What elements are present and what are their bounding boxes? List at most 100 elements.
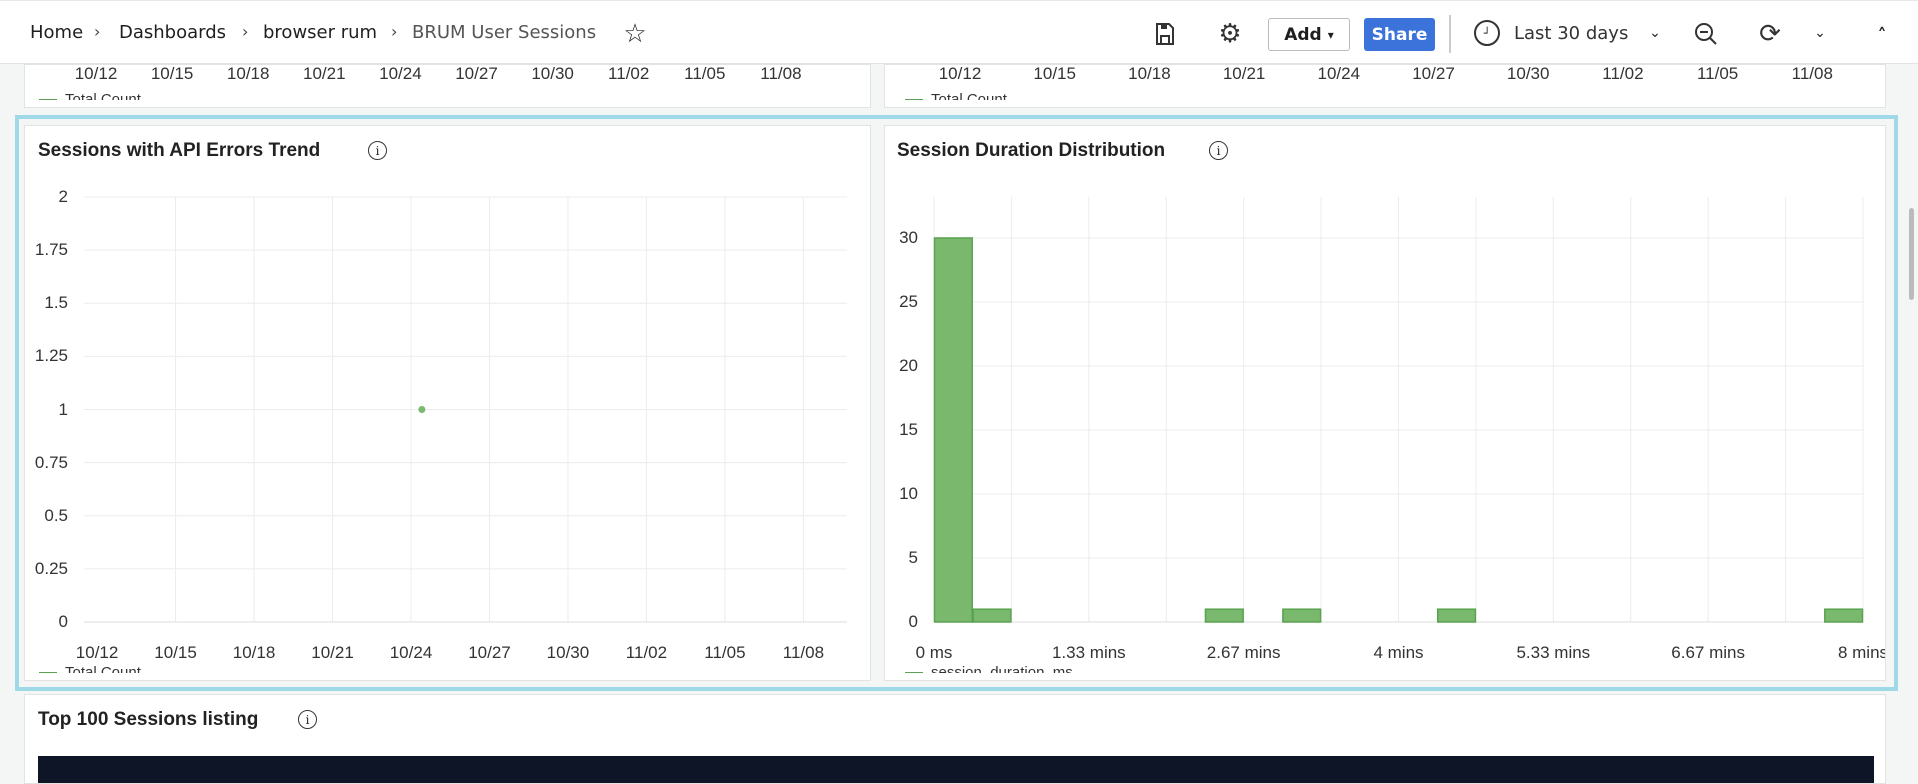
data-point (418, 406, 426, 413)
legend-item[interactable]: session_duration_ms (905, 664, 1073, 673)
y-tick-label: 15 (899, 419, 918, 439)
x-tick-label: 8 mins (1837, 643, 1886, 662)
x-tick-label: 11/08 (1791, 64, 1833, 83)
breadcrumb-dashboards[interactable]: Dashboards (119, 22, 227, 43)
x-tick-label: 11/08 (760, 64, 802, 83)
info-icon[interactable]: i (1209, 141, 1228, 160)
x-tick-label: 4 mins (1373, 643, 1424, 662)
star-icon[interactable]: ☆ (623, 19, 647, 49)
chevron-down-icon: ▾ (1327, 27, 1334, 42)
x-tick-label: 6.67 mins (1671, 643, 1746, 662)
add-button[interactable]: Add ▾ (1268, 18, 1350, 51)
x-tick-label: 10/15 (150, 64, 194, 83)
x-tick-label: 10/27 (468, 643, 511, 662)
x-tick-label: 0 ms (915, 643, 953, 662)
x-tick-label: 11/05 (684, 64, 726, 83)
y-tick-label: 1.75 (34, 240, 68, 260)
x-tick-label: 5.33 mins (1516, 643, 1591, 662)
x-tick-label: 10/21 (311, 643, 354, 662)
breadcrumb-separator: › (391, 22, 398, 41)
panel-title: Session Duration Distribution (897, 140, 1166, 161)
legend-item[interactable]: Total Count (905, 91, 1007, 100)
histogram-bar (1282, 608, 1322, 623)
x-tick-label: 10/24 (389, 643, 433, 662)
x-tick-label: 10/12 (938, 64, 982, 83)
y-tick-label: 0.25 (34, 558, 68, 578)
scrollbar[interactable] (1909, 208, 1914, 300)
x-tick-label: 10/21 (1222, 64, 1266, 83)
histogram-bar (1436, 608, 1477, 623)
x-tick-label: 2.67 mins (1206, 643, 1281, 662)
info-icon[interactable]: i (368, 141, 387, 160)
api-errors-chart (84, 196, 847, 623)
gear-icon[interactable]: ⚙ (1218, 19, 1242, 49)
panel-title: Sessions with API Errors Trend (38, 140, 321, 161)
y-tick-label: 0 (58, 612, 68, 631)
refresh-icon[interactable]: ⟳ (1759, 19, 1781, 49)
top-bar: Home › Dashboards › browser rum › BRUM U… (0, 0, 1918, 64)
x-tick-label: 11/02 (608, 64, 650, 83)
histogram-bar (1204, 608, 1244, 623)
panel-top-right: 10/12 10/15 10/18 10/21 10/24 10/27 10/30 11/02… (884, 64, 1886, 108)
breadcrumb-separator: › (242, 22, 249, 41)
breadcrumb-browser-rum[interactable]: browser rum (263, 22, 378, 43)
panel-session-duration: Session Duration Distribution i 0 5 10 15 20… (884, 125, 1886, 681)
x-tick-label: 10/30 (546, 643, 590, 662)
clock-icon[interactable]: ┘ (1474, 20, 1500, 46)
panel-top-left: 10/12 10/15 10/18 10/21 10/24 10/27 10/30 11/02… (24, 64, 871, 108)
y-tick-label: 5 (908, 547, 918, 567)
save-icon[interactable] (1152, 20, 1178, 48)
share-button[interactable]: Share (1364, 18, 1435, 51)
time-range-picker[interactable]: Last 30 days (1514, 23, 1629, 44)
add-label: Add (1284, 24, 1322, 45)
x-tick-label: 11/08 (782, 643, 825, 662)
selection-highlight (15, 115, 1898, 691)
x-tick-label: 1.33 mins (1051, 643, 1126, 662)
y-tick-label: 1 (58, 399, 68, 419)
x-tick-label: 11/02 (625, 643, 668, 662)
chevron-up-icon[interactable]: ˄ (1877, 24, 1887, 46)
breadcrumb-separator: › (94, 22, 101, 41)
breadcrumb-current: BRUM User Sessions (412, 22, 597, 43)
info-icon[interactable]: i (298, 710, 317, 729)
legend-item[interactable]: Total Count (39, 664, 141, 673)
x-tick-label: 10/27 (455, 64, 498, 83)
y-tick-label: 30 (899, 227, 918, 247)
chevron-down-icon[interactable]: ⌄ (1649, 25, 1661, 41)
y-tick-label: 0 (908, 612, 918, 631)
panel-sessions-listing: Top 100 Sessions listing i (24, 694, 1886, 784)
duration-histogram (933, 197, 1864, 623)
x-tick-label: 10/30 (531, 64, 574, 83)
panel-title: Top 100 Sessions listing (38, 709, 259, 730)
panel-api-errors-trend: Sessions with API Errors Trend i 10/12 10… (24, 125, 871, 681)
breadcrumb-home[interactable]: Home (30, 22, 84, 43)
x-tick-label: 10/21 (303, 64, 346, 83)
y-tick-label: 2 (58, 187, 68, 206)
histogram-bar (1824, 608, 1864, 623)
y-tick-label: 10 (899, 483, 918, 503)
divider (1449, 15, 1451, 53)
table-header (38, 756, 1874, 783)
x-tick-label: 10/27 (1412, 64, 1455, 83)
histogram-bar (972, 608, 1012, 623)
x-tick-label: 10/12 (74, 64, 118, 83)
y-tick-label: 1.25 (34, 346, 68, 366)
legend-item[interactable]: Total Count (39, 91, 141, 100)
zoom-out-icon[interactable] (1692, 19, 1720, 49)
x-tick-label: 10/24 (1317, 64, 1361, 83)
x-tick-label: 10/12 (75, 643, 119, 662)
y-tick-label: 20 (899, 355, 918, 375)
x-tick-label: 10/15 (1033, 64, 1076, 83)
x-tick-label: 10/15 (154, 643, 197, 662)
y-tick-label: 0.75 (34, 452, 68, 472)
chevron-down-icon[interactable]: ⌄ (1814, 25, 1826, 41)
y-tick-label: 25 (899, 291, 918, 311)
x-tick-label: 10/18 (232, 643, 276, 662)
x-tick-label: 11/05 (1696, 64, 1739, 83)
x-tick-label: 11/02 (1602, 64, 1644, 83)
x-tick-label: 10/24 (379, 64, 422, 83)
y-tick-label: 0.5 (44, 505, 68, 525)
y-tick-label: 1.5 (44, 293, 68, 313)
histogram-bar (933, 237, 973, 623)
x-tick-label: 10/18 (226, 64, 270, 83)
